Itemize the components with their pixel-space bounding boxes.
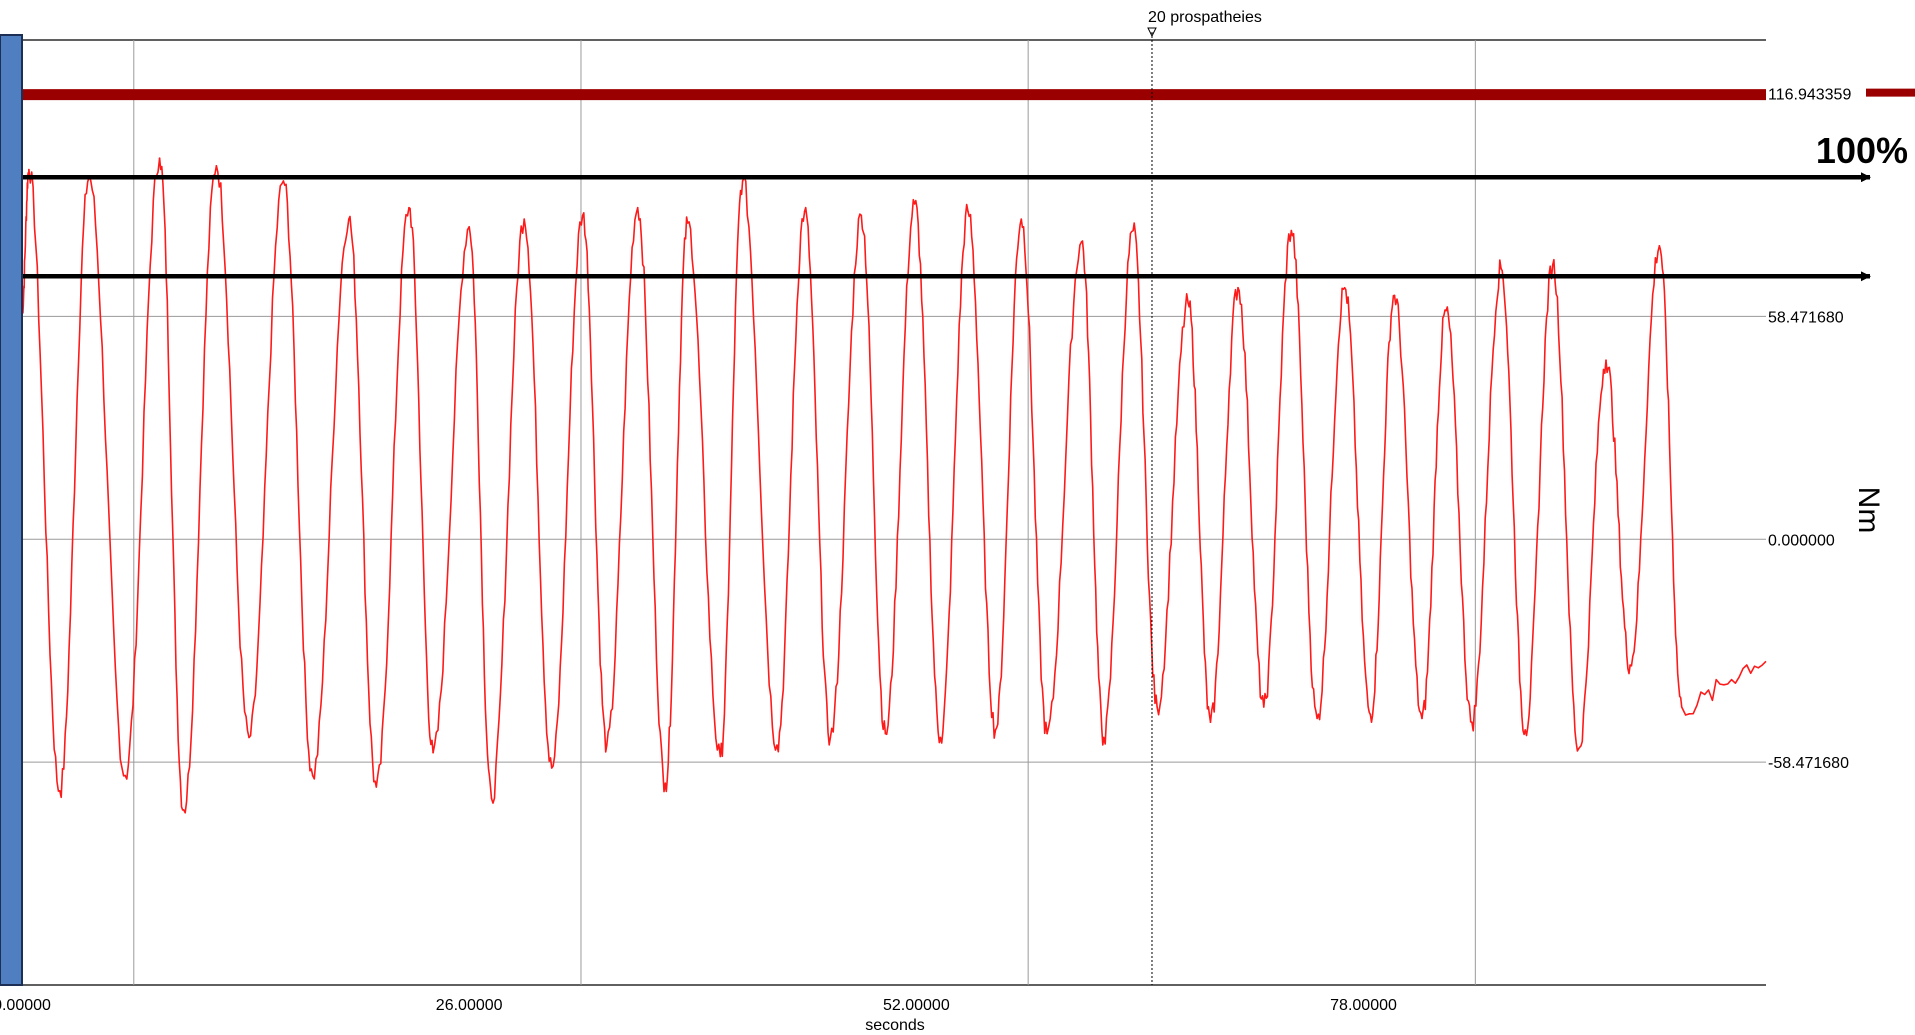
series-trough-point: [664, 782, 667, 785]
series-peak-point: [741, 180, 744, 182]
series-trough-point: [1577, 748, 1580, 750]
series-peak-point: [1658, 245, 1661, 247]
series-trough-point: [1209, 721, 1212, 724]
y-tick-label: 58.471680: [1768, 309, 1844, 326]
series-peak-point: [686, 222, 689, 224]
series-peak-point: [1237, 286, 1239, 289]
series-peak-point: [636, 206, 639, 209]
y-tick-label: 116.943359: [1768, 87, 1851, 104]
series-trough-point: [124, 774, 126, 777]
series-trough-point: [1421, 717, 1423, 720]
series-trough-point: [1156, 706, 1158, 708]
series-trough-point: [550, 767, 553, 769]
series-peak-point: [1445, 309, 1447, 312]
series-peak-point: [913, 203, 916, 205]
series-trough-point: [490, 797, 493, 800]
series-trough-point: [1046, 732, 1048, 735]
series-trough-point: [719, 755, 722, 758]
series-trough-point: [884, 732, 887, 735]
series-trough-point: [59, 790, 61, 792]
series-trough-point: [248, 736, 250, 739]
series-trough-point: [1262, 706, 1265, 708]
x-tick-label: 26.00000: [436, 997, 503, 1014]
series-peak-point: [215, 164, 218, 167]
series-peak-point: [581, 214, 584, 217]
series-peak-point: [1500, 267, 1502, 270]
series-peak-point: [860, 214, 863, 217]
series-peak-point: [1290, 229, 1293, 232]
series-trough-point: [1316, 717, 1318, 720]
series-trough-point: [605, 744, 608, 746]
y-axis-label: Nm: [1852, 487, 1885, 534]
torque-series-line: [21, 157, 1767, 814]
series-peak-point: [282, 180, 285, 182]
series-trough-point: [182, 809, 185, 811]
series-peak-point: [158, 157, 161, 159]
series-peak-point: [28, 168, 30, 171]
x-axis-label: seconds: [865, 1017, 925, 1034]
x-tick-label: 52.00000: [883, 997, 950, 1014]
left-panel-bar: [0, 34, 23, 986]
series-peak-point: [1551, 264, 1554, 266]
series-trough-point: [375, 786, 378, 788]
series-trough-point: [311, 774, 314, 777]
series-peak-point: [1187, 302, 1189, 304]
chart-grid: [22, 39, 1766, 986]
series-trough-point: [1103, 736, 1105, 739]
series-peak-point: [1605, 359, 1607, 361]
series-layer: [21, 157, 1767, 814]
series-trough-point: [1629, 664, 1631, 666]
series-trough-point: [776, 744, 778, 746]
series-peak-point: [1132, 229, 1134, 232]
x-tick-label: 78.00000: [1330, 997, 1397, 1014]
series-peak-point: [803, 210, 806, 213]
threshold-arrow-label: 100%: [1816, 130, 1908, 171]
series-trough-point: [1369, 713, 1372, 716]
event-marker-label: 20 prospatheies: [1148, 9, 1262, 26]
x-tick-label: 0.00000: [0, 997, 51, 1014]
series-trough-point: [1471, 721, 1473, 724]
series-peak-point: [523, 218, 526, 220]
series-trough-point: [939, 736, 942, 739]
series-trough-point: [829, 736, 832, 739]
series-peak-point: [1080, 241, 1083, 243]
reference-line-layer: [22, 88, 1915, 101]
series-peak-point: [408, 206, 410, 209]
series-trough-point: [1680, 706, 1683, 708]
y-tick-label: -58.471680: [1768, 755, 1849, 772]
series-peak-point: [347, 218, 350, 220]
series-trough-point: [1524, 729, 1527, 731]
annotations-layer: 20 prospatheies 100%: [0, 9, 1908, 985]
event-marker-triangle: [1147, 27, 1157, 38]
series-peak-point: [1393, 294, 1396, 297]
series-peak-point: [1020, 218, 1023, 220]
series-peak-point: [468, 225, 470, 228]
series-peak-point: [967, 210, 969, 213]
series-trough-point: [994, 729, 997, 731]
series-trough-point: [432, 751, 434, 754]
tick-labels: 0.00000 26.00000 52.00000 78.00000 116.94335…: [0, 87, 1851, 1014]
y-tick-label: 0.000000: [1768, 532, 1835, 549]
series-peak-point: [1343, 286, 1346, 289]
